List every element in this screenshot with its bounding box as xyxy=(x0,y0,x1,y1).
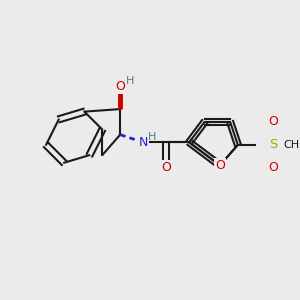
Text: CH₃: CH₃ xyxy=(284,140,300,150)
Text: O: O xyxy=(115,80,125,93)
Text: H: H xyxy=(148,132,156,142)
Text: S: S xyxy=(269,138,278,152)
Text: O: O xyxy=(269,161,279,174)
Text: H: H xyxy=(126,76,135,86)
Text: O: O xyxy=(215,159,225,172)
Text: O: O xyxy=(269,116,279,128)
Text: O: O xyxy=(161,161,171,174)
Text: N: N xyxy=(139,136,148,149)
